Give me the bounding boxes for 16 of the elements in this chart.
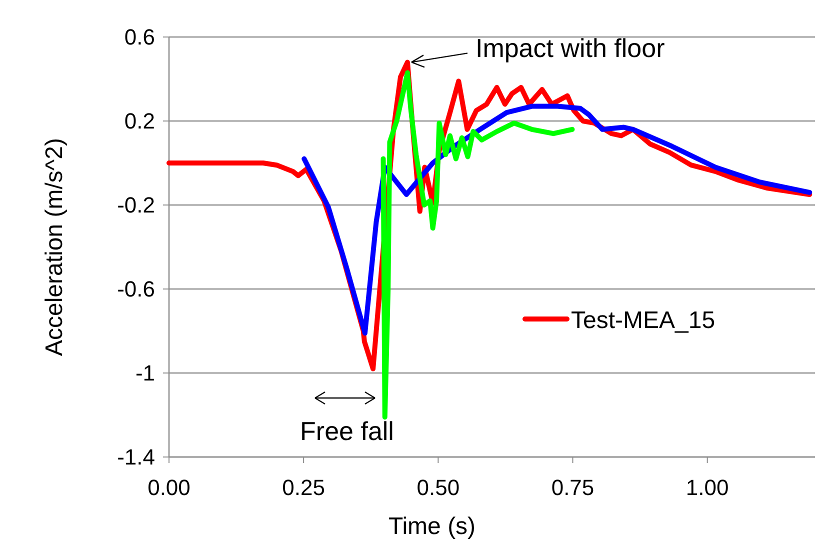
- y-tick-label: 0.6: [124, 24, 155, 50]
- annotation: Free fall: [300, 416, 394, 446]
- annotation: Impact with floor: [475, 33, 666, 64]
- y-tick-label: 0.2: [124, 108, 155, 134]
- x-tick-label: 0.25: [282, 475, 325, 500]
- legend-label: Test-MEA_15: [571, 307, 716, 334]
- x-axis-title: Time (s): [388, 513, 476, 540]
- y-tick-label: -0.6: [117, 276, 155, 302]
- y-axis-title: Acceleration (m/s^2): [41, 138, 68, 356]
- y-tick-label: -0.2: [117, 192, 155, 218]
- x-tick-label: 0.75: [551, 475, 594, 500]
- x-tick-label: 0.00: [148, 475, 190, 500]
- x-tick-label: 1.00: [686, 475, 729, 500]
- y-tick-label: -1: [135, 360, 155, 386]
- x-tick-label: 0.50: [416, 475, 460, 500]
- y-tick-label: -1.4: [117, 444, 155, 470]
